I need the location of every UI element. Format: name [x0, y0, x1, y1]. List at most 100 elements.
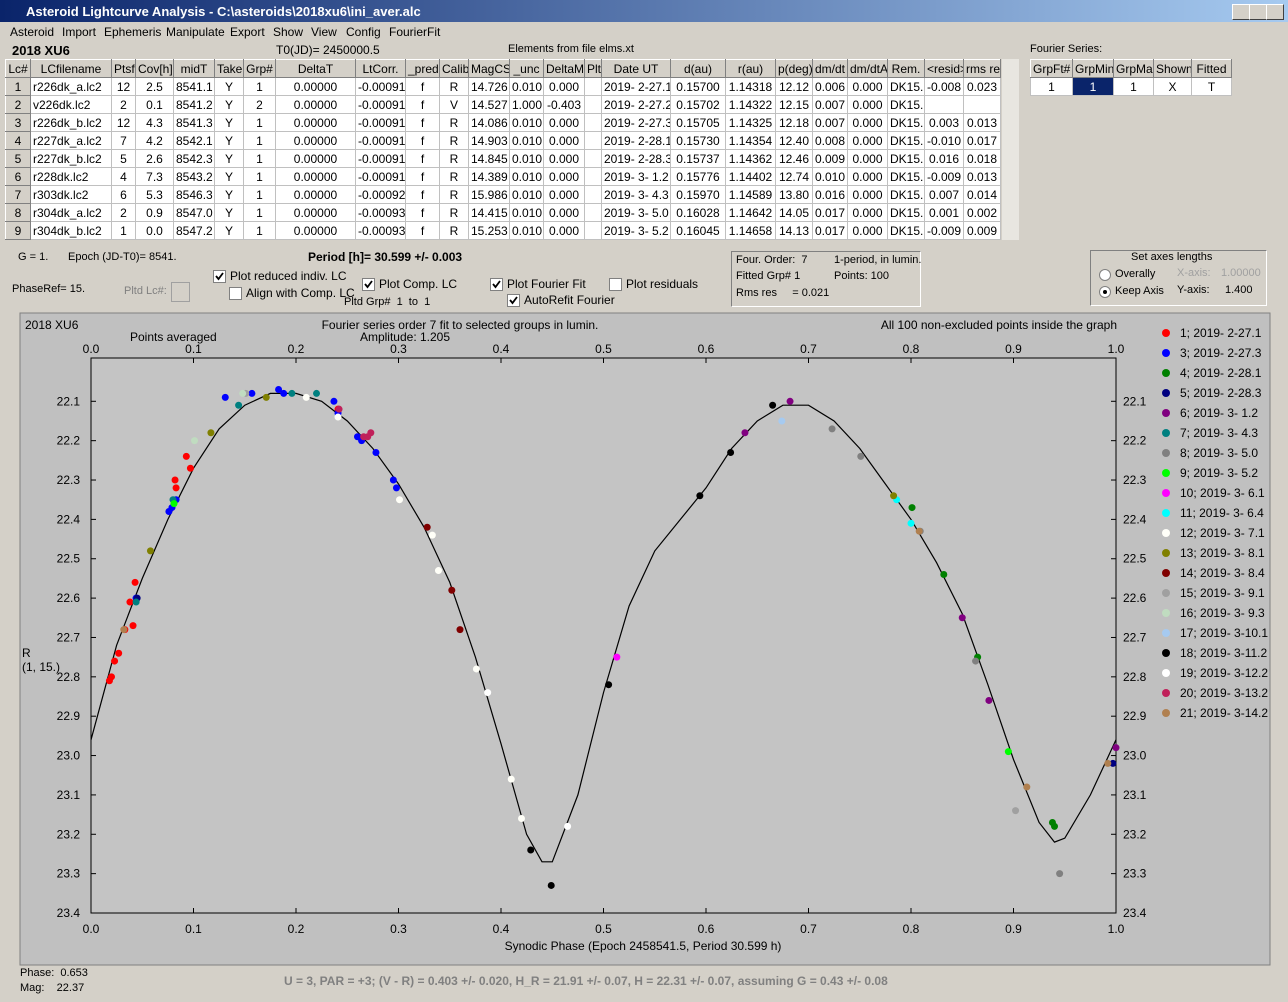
header-row: GrpFt#GrpMinGrpMaxShownFitted — [1030, 59, 1232, 78]
table-row[interactable]: 8 r304dk_a.lc2 2 0.9 8547.0 Y 1 0.00000 -0.00093… — [5, 203, 1001, 222]
table-cell: 7.3 — [135, 167, 174, 186]
table-cell: 0.00000 — [275, 113, 356, 132]
table-cell: 2.6 — [135, 149, 174, 168]
menu-item[interactable]: Ephemeris — [104, 25, 162, 39]
menu-item[interactable]: FourierFit — [389, 25, 441, 39]
table-cell: R — [439, 149, 469, 168]
table-cell: 0.007 — [924, 185, 964, 204]
checkbox[interactable] — [507, 294, 520, 307]
data-point — [280, 389, 288, 397]
table-row[interactable]: 1 r226dk_a.lc2 12 2.5 8541.1 Y 1 0.00000 -0.0009… — [5, 77, 1001, 96]
table-cell: r227dk_b.lc2 — [30, 149, 112, 168]
data-point — [741, 429, 749, 437]
checkbox[interactable] — [609, 278, 622, 291]
table-cell: 12.12 — [775, 77, 813, 96]
table-cell: DK15.. — [887, 221, 925, 240]
table-row[interactable]: 2 v226dk.lc2 2 0.1 8541.2 Y 2 0.00000 -0.00091 f V… — [5, 95, 1001, 114]
legend-marker — [1162, 449, 1170, 457]
note-right: All 100 non-excluded points inside the g… — [881, 318, 1117, 332]
fit-rms: Rms res = 0.021 — [736, 287, 830, 299]
table-row[interactable]: 4 r227dk_a.lc2 7 4.2 8542.1 Y 1 0.00000 -0.00091… — [5, 131, 1001, 150]
menu-item[interactable]: Asteroid — [10, 25, 55, 39]
column-header: Calib. — [439, 59, 469, 78]
data-point — [239, 389, 247, 397]
radio-button[interactable] — [1099, 269, 1111, 281]
menu-item[interactable]: Config — [346, 25, 381, 39]
y-tick-label: 22.6 — [1123, 591, 1147, 605]
radio-button[interactable] — [1099, 286, 1111, 298]
table-cell: 2019- 2-27.2 — [601, 95, 671, 114]
legend-label: 7; 2019- 3- 4.3 — [1180, 426, 1258, 440]
menu-item[interactable]: Manipulate — [166, 25, 225, 39]
table-cell: -0.00091 — [355, 149, 406, 168]
menu-item[interactable]: Export — [230, 25, 265, 39]
close-button[interactable] — [1266, 4, 1284, 20]
table-cell: 14.086 — [468, 113, 510, 132]
table-cell: 2019- 3- 5.0 — [601, 203, 671, 222]
data-point — [334, 413, 342, 421]
x-tick-label: 0.6 — [698, 342, 715, 356]
legend-marker — [1162, 469, 1170, 477]
table-cell: 1 — [243, 185, 276, 204]
menu-item[interactable]: Show — [273, 25, 304, 39]
y-axis-label: R — [22, 646, 31, 660]
table-cell: f — [405, 221, 440, 240]
data-point — [172, 484, 180, 492]
table-cell: Y — [214, 167, 244, 186]
legend-label: 1; 2019- 2-27.1 — [1180, 326, 1262, 340]
menu-item[interactable]: View — [311, 25, 337, 39]
table-row[interactable]: 7 r303dk.lc2 6 5.3 8546.3 Y 1 0.00000 -0.00092 f R… — [5, 185, 1001, 204]
table-cell: 0.9 — [135, 203, 174, 222]
checkbox[interactable] — [229, 287, 242, 300]
checkbox[interactable] — [490, 278, 503, 291]
table-cell: 4.3 — [135, 113, 174, 132]
table-cell: 1.14362 — [725, 149, 776, 168]
column-header: dm/dt — [812, 59, 848, 78]
table-cell: 0.0 — [135, 221, 174, 240]
radio-dot — [1103, 290, 1107, 294]
checkbox[interactable] — [362, 278, 375, 291]
x-tick-label: 0.1 — [185, 922, 202, 936]
column-header: Fitted — [1191, 59, 1232, 78]
y-tick-label: 22.4 — [57, 512, 81, 526]
table-cell: 12.40 — [775, 131, 813, 150]
table-cell: 1 — [1030, 77, 1073, 96]
table-cell: 8547.2 — [173, 221, 215, 240]
fourier-label: Fourier Series: — [1030, 43, 1103, 55]
spinner[interactable] — [171, 282, 190, 302]
object-name: 2018 XU6 — [12, 43, 70, 58]
table-cell: 1.14354 — [725, 131, 776, 150]
menu-item[interactable]: Import — [62, 25, 97, 39]
data-point — [613, 653, 621, 661]
window-title: Asteroid Lightcurve Analysis - C:\astero… — [26, 4, 421, 19]
table-cell: -0.00091 — [355, 167, 406, 186]
table-row[interactable]: 6 r228dk.lc2 4 7.3 8543.2 Y 1 0.00000 -0.00091 f R… — [5, 167, 1001, 186]
maximize-button[interactable] — [1249, 4, 1267, 20]
scrollbar[interactable] — [1002, 59, 1019, 240]
data-point — [985, 696, 993, 704]
table-cell: 8543.2 — [173, 167, 215, 186]
table-cell: 0.16028 — [670, 203, 726, 222]
checkbox[interactable] — [213, 270, 226, 283]
check-mark — [364, 280, 373, 289]
table-cell: 1.14318 — [725, 77, 776, 96]
table-cell: DK15.. — [887, 203, 925, 222]
legend-label: 15; 2019- 3- 9.1 — [1180, 586, 1265, 600]
table-cell: f — [405, 113, 440, 132]
minimize-button[interactable] — [1232, 4, 1250, 20]
period-label: Period [h]= 30.599 +/- 0.003 — [308, 250, 463, 264]
table-cell: 1 — [243, 203, 276, 222]
legend-marker — [1162, 569, 1170, 577]
table-cell: 2.5 — [135, 77, 174, 96]
column-header: MagCS — [468, 59, 510, 78]
table-cell: R — [439, 167, 469, 186]
table-cell — [924, 95, 964, 114]
table-row[interactable]: 3 r226dk_b.lc2 12 4.3 8541.3 Y 1 0.00000 -0.0009… — [5, 113, 1001, 132]
data-point — [605, 681, 613, 689]
table-cell — [584, 221, 602, 240]
table-row[interactable]: 9 r304dk_b.lc2 1 0.0 8547.2 Y 1 0.00000 -0.00093… — [5, 221, 1001, 240]
table-cell: DK15.. — [887, 95, 925, 114]
table-row[interactable]: 5 r227dk_b.lc2 5 2.6 8542.3 Y 1 0.00000 -0.00091… — [5, 149, 1001, 168]
table-cell: 1.14658 — [725, 221, 776, 240]
